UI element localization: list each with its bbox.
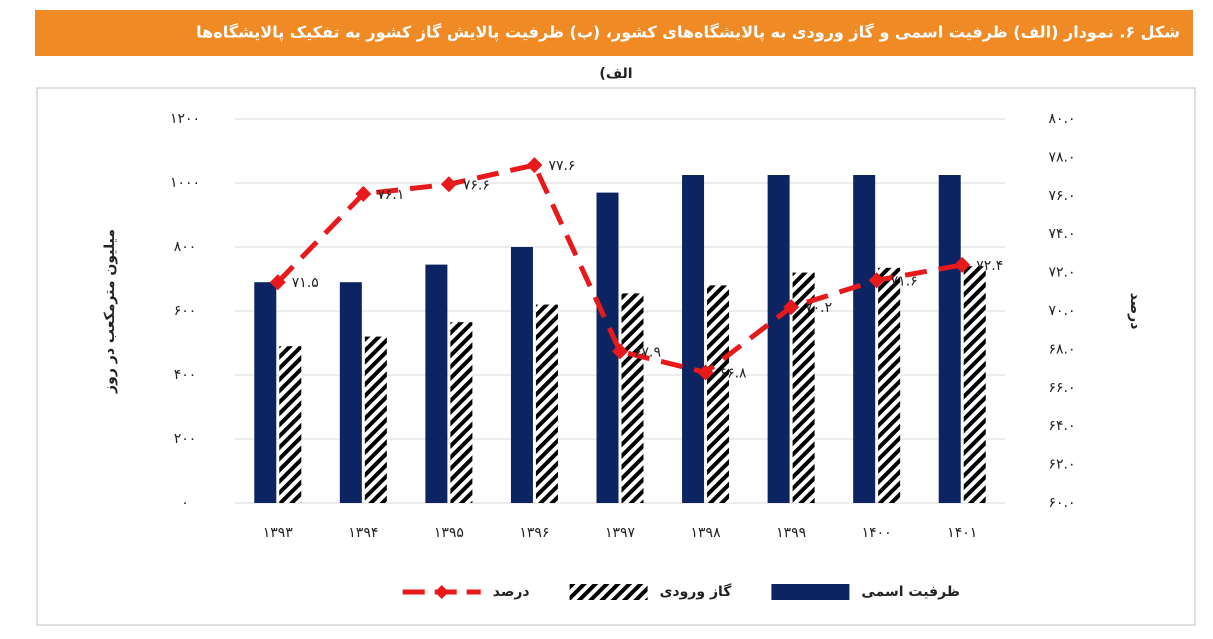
chart-border (36, 87, 1196, 626)
legend-swatch (771, 584, 850, 600)
marker (526, 157, 543, 174)
bar (963, 266, 986, 503)
bar (535, 304, 558, 503)
bar (596, 192, 619, 503)
y-tick-label: ۱۰۰۰ (170, 175, 200, 191)
bar (339, 282, 362, 503)
x-tick-label: ۱۴۰۱ (947, 525, 977, 541)
data-label: ۷۶.۱ (377, 187, 404, 203)
bar (792, 272, 815, 503)
data-label: ۶۶.۸ (720, 365, 747, 381)
legend-label: درصد (493, 584, 530, 600)
y-tick-label: ۴۰۰ (174, 367, 197, 383)
y2-axis-label: درصد (1127, 293, 1143, 330)
legend-swatch (434, 585, 449, 599)
legend-label: ظرفیت اسمی (861, 584, 960, 600)
data-label: ۶۷.۹ (634, 344, 661, 360)
x-tick-label: ۱۳۹۴ (348, 525, 378, 541)
data-label: ۷۶.۶ (463, 177, 490, 193)
y-tick-label: ۰ (181, 495, 189, 511)
marker (269, 274, 286, 291)
data-label: ۷۷.۶ (548, 158, 575, 174)
y2-tick-label: ۷۲.۰ (1048, 265, 1075, 281)
bar (707, 285, 730, 503)
data-label: ۷۱.۵ (292, 275, 319, 291)
bar (510, 247, 533, 503)
y-tick-label: ۲۰۰ (174, 431, 197, 447)
marker (355, 185, 372, 202)
data-label: ۷۲.۴ (976, 258, 1003, 274)
marker (612, 343, 628, 360)
x-tick-label: ۱۳۹۷ (605, 525, 636, 541)
bar (450, 322, 473, 503)
y2-tick-label: ۶۸.۰ (1048, 341, 1075, 357)
y2-tick-label: ۶۶.۰ (1048, 380, 1075, 396)
marker (697, 364, 714, 381)
bar (279, 346, 302, 503)
marker (783, 299, 800, 316)
marker (868, 272, 885, 289)
data-label: ۷۱.۶ (891, 273, 918, 289)
y2-tick-label: ۶۴.۰ (1048, 418, 1075, 434)
y2-tick-label: ۶۲.۰ (1048, 457, 1075, 473)
y2-tick-label: ۷۰.۰ (1048, 303, 1075, 319)
x-tick-label: ۱۳۹۵ (434, 525, 464, 541)
header-title: شکل ۶. نمودار (الف) ظرفیت اسمی و گاز ورو… (196, 23, 1180, 43)
line (275, 162, 963, 376)
bar (621, 293, 644, 503)
y2-tick-label: ۶۰.۰ (1048, 495, 1075, 511)
header-bar (35, 10, 1193, 56)
bar (853, 175, 876, 503)
bar (938, 175, 961, 503)
marker (440, 176, 457, 193)
x-tick-label: ۱۴۰۰ (862, 525, 892, 541)
x-tick-label: ۱۳۹۶ (519, 525, 549, 541)
y2-tick-label: ۷۸.۰ (1048, 149, 1075, 165)
y-tick-label: ۱۲۰۰ (170, 111, 200, 127)
y-tick-label: ۶۰۰ (174, 303, 197, 319)
bar (254, 282, 277, 503)
x-tick-label: ۱۳۹۹ (776, 525, 806, 541)
y2-tick-label: ۷۶.۰ (1048, 188, 1075, 204)
data-label: ۷۰.۲ (805, 300, 832, 316)
bar (878, 267, 901, 503)
bar (364, 336, 387, 503)
marker (954, 256, 971, 273)
y2-tick-label: ۷۴.۰ (1048, 226, 1075, 242)
bar (682, 175, 705, 503)
bar (425, 264, 448, 503)
y-tick-label: ۸۰۰ (174, 239, 197, 255)
y-axis-label: میلیون مترمکعب در روز (102, 229, 118, 394)
x-tick-label: ۱۳۹۸ (691, 525, 722, 541)
chart-title: الف) (599, 66, 632, 82)
x-tick-label: ۱۳۹۳ (263, 525, 294, 541)
bar (767, 175, 790, 503)
legend-swatch (569, 584, 648, 600)
y2-tick-label: ۸۰.۰ (1048, 111, 1075, 127)
legend-label: گاز ورودی (660, 583, 733, 600)
